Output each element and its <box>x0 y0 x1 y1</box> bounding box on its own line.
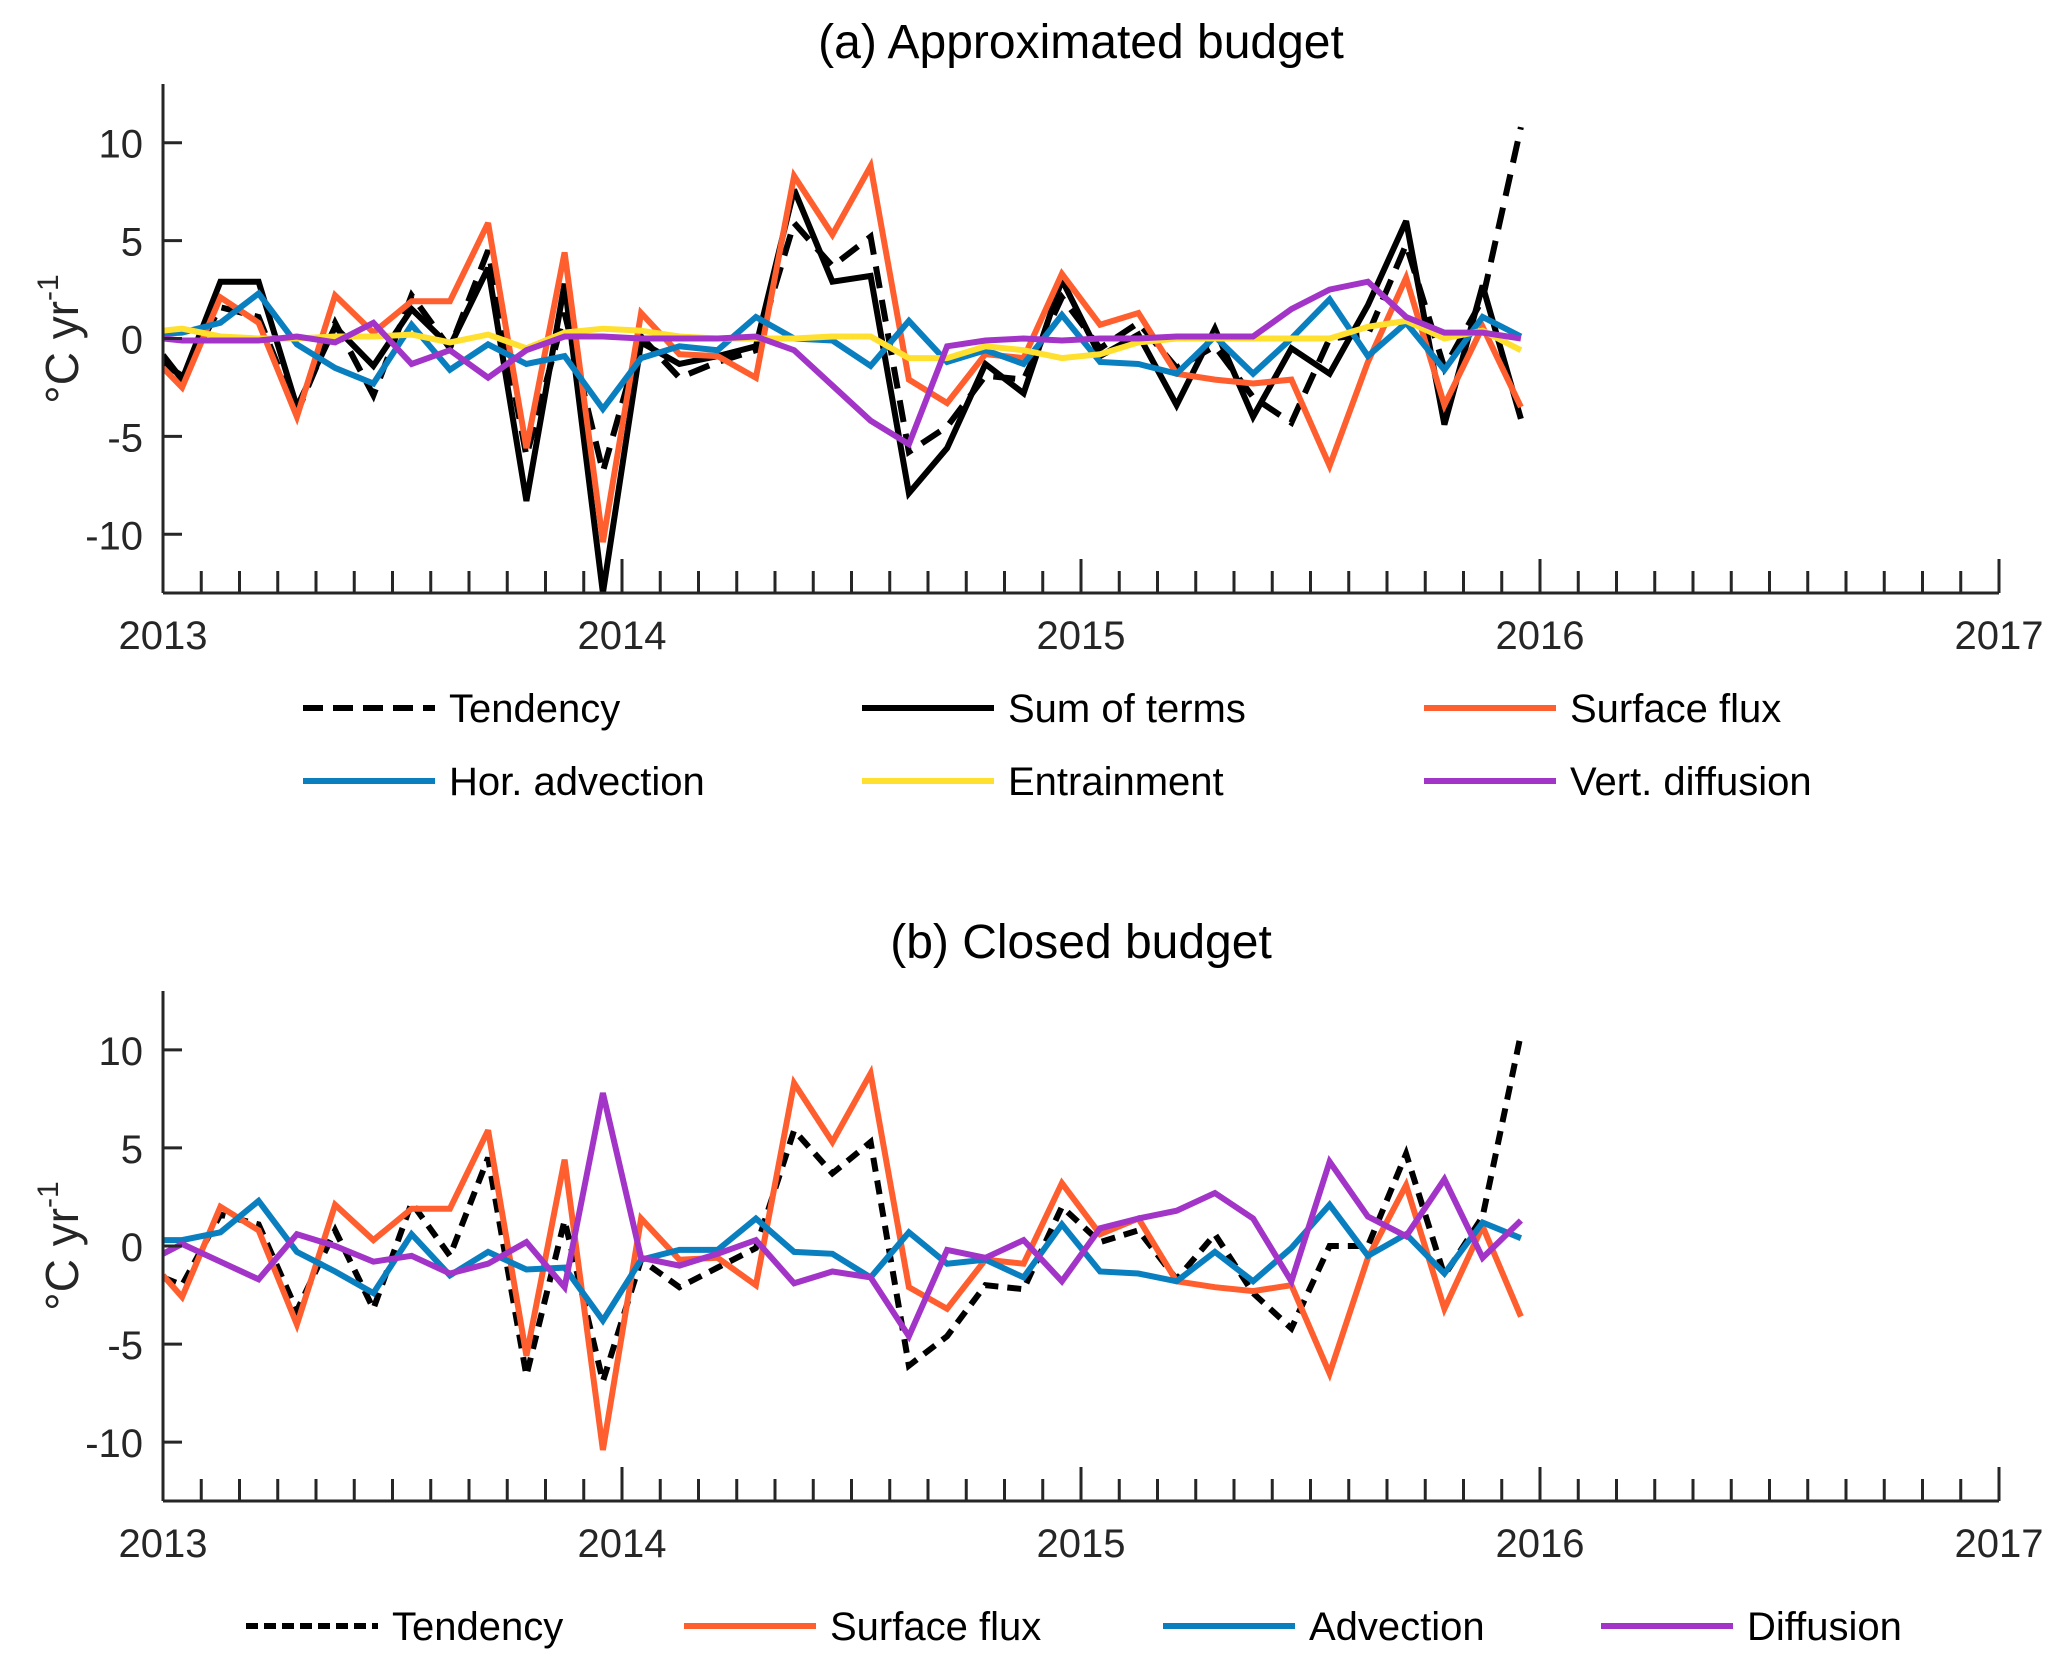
panel-b-ylabel-text: °C yr <box>36 1208 88 1311</box>
panel-b-axes: -10 -5 0 5 10 2013 2014 2015 2016 2017 <box>85 991 2043 1566</box>
x-tick-label: 2013 <box>119 614 208 658</box>
x-tick-label: 2013 <box>119 1522 208 1566</box>
legend-label: Advection <box>1309 1605 1485 1649</box>
panel-b: (b) Closed budget °C yr-1 -10 -5 0 5 10 2013 2… <box>32 916 2043 1649</box>
legend-label: Sum of terms <box>1008 687 1246 731</box>
y-tick-label: -10 <box>85 1422 143 1466</box>
x-tick-label: 2016 <box>1496 1522 1585 1566</box>
legend-label: Surface flux <box>830 1605 1041 1649</box>
series-line-sum-of-terms <box>163 188 1524 593</box>
legend-label: Entrainment <box>1008 760 1224 804</box>
series-line-tendency <box>163 1033 1524 1383</box>
svg-text:°C yr-1: °C yr-1 <box>32 274 88 403</box>
y-tick-label: -5 <box>107 416 143 460</box>
y-tick-label: 10 <box>99 123 144 167</box>
panel-a-ylabel-text: °C yr <box>36 301 88 404</box>
y-tick-label: 0 <box>121 1226 143 1270</box>
panel-a-title: (a) Approximated budget <box>818 16 1344 69</box>
legend-label: Vert. diffusion <box>1570 760 1812 804</box>
y-tick-label: 10 <box>99 1030 144 1074</box>
panel-a-plot <box>163 126 1524 593</box>
panel-a-ylabel: °C yr-1 <box>32 274 88 403</box>
y-tick-label: -10 <box>85 514 143 558</box>
legend-label: Tendency <box>449 687 620 731</box>
series-line-diffusion <box>163 1092 1523 1343</box>
panel-b-ylabel-superscript: -1 <box>32 1181 65 1208</box>
x-tick-label: 2015 <box>1037 614 1126 658</box>
legend-label: Diffusion <box>1747 1605 1902 1649</box>
x-tick-label: 2014 <box>578 614 667 658</box>
y-tick-label: 5 <box>121 221 143 265</box>
x-tick-label: 2014 <box>578 1522 667 1566</box>
x-tick-label: 2015 <box>1037 1522 1126 1566</box>
panel-b-title: (b) Closed budget <box>890 916 1272 969</box>
y-tick-label: 0 <box>121 319 143 363</box>
series-line-surface-flux <box>163 157 1524 543</box>
panel-b-legend: Tendency Surface flux Advection Diffusion <box>246 1605 1902 1649</box>
panel-a-axes: -10 -5 0 5 10 2013 2014 2015 2016 2017 <box>85 84 2043 658</box>
x-tick-label: 2017 <box>1955 614 2044 658</box>
panel-a: (a) Approximated budget °C yr-1 -10 -5 0 5 1… <box>32 16 2043 804</box>
series-line-tendency <box>163 126 1524 473</box>
panel-a-legend: Tendency Sum of terms Surface flux Hor. adv… <box>303 687 1812 804</box>
series-line-advection <box>163 1196 1523 1326</box>
x-tick-label: 2017 <box>1955 1522 2044 1566</box>
x-tick-label: 2016 <box>1496 614 1585 658</box>
panel-b-ylabel: °C yr-1 <box>32 1181 88 1310</box>
legend-label: Surface flux <box>1570 687 1781 731</box>
series-line-vert-diffusion <box>163 278 1522 449</box>
y-tick-label: 5 <box>121 1128 143 1172</box>
legend-label: Hor. advection <box>449 760 705 804</box>
y-tick-label: -5 <box>107 1324 143 1368</box>
series-line-entrainment <box>163 317 1523 362</box>
panel-a-ylabel-superscript: -1 <box>32 274 65 301</box>
panel-b-plot <box>163 1033 1524 1451</box>
svg-text:°C yr-1: °C yr-1 <box>32 1181 88 1310</box>
legend-label: Tendency <box>392 1605 563 1649</box>
